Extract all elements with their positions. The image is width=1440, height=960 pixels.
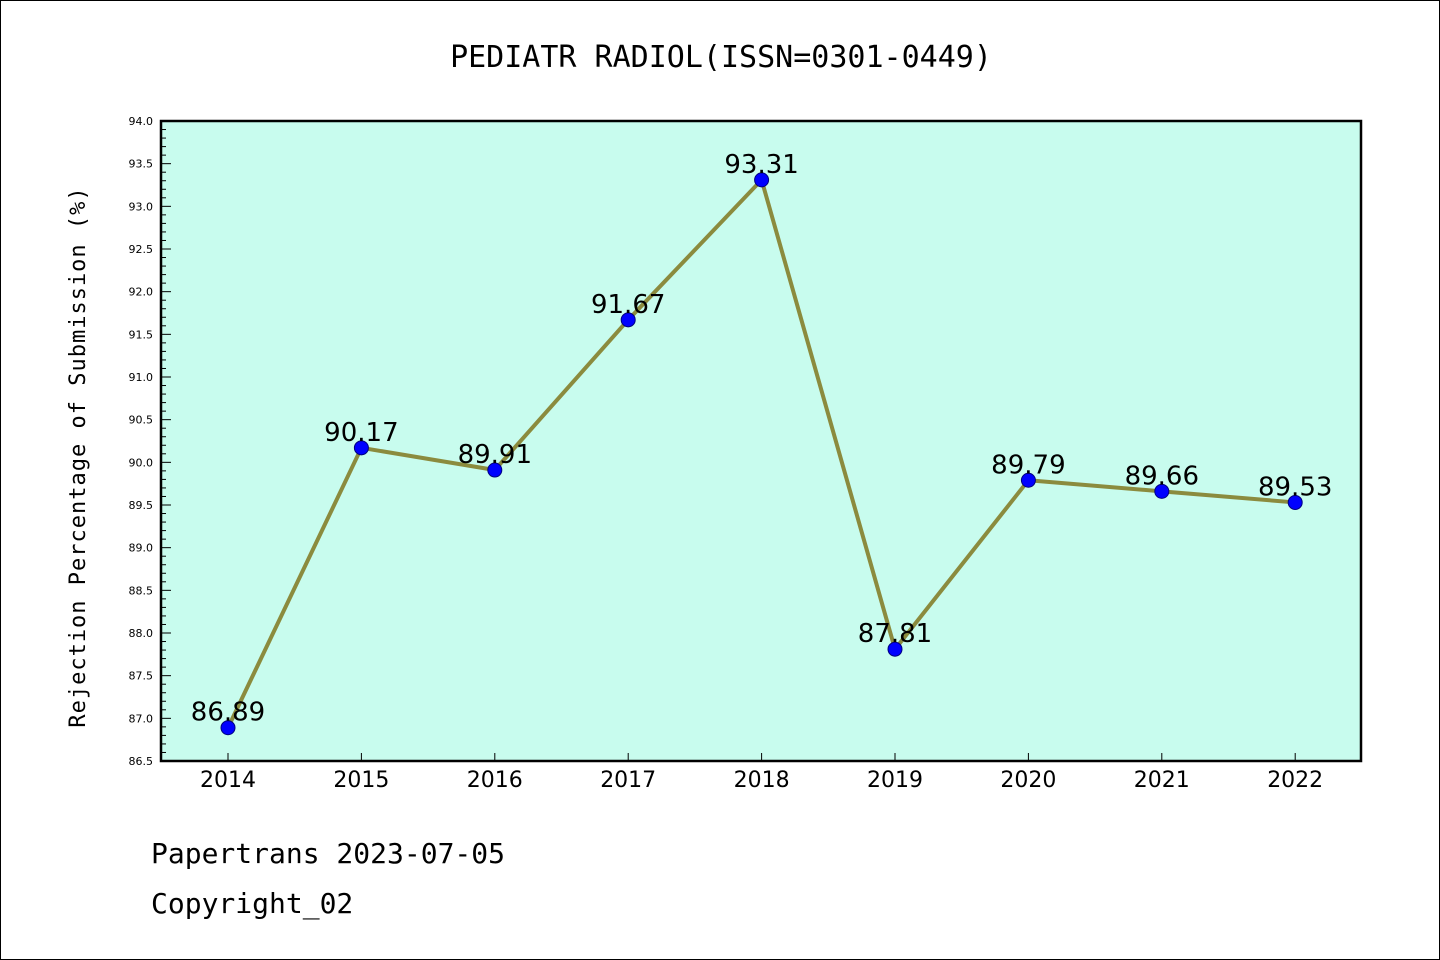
y-tick-label: 87.0	[129, 712, 154, 725]
x-tick-label: 2018	[734, 768, 790, 793]
y-tick-label: 94.0	[129, 115, 154, 128]
y-tick-label: 93.5	[129, 158, 154, 171]
data-point-marker	[487, 462, 503, 478]
x-tick-label: 2019	[867, 768, 923, 793]
y-tick-label: 92.5	[129, 243, 154, 256]
data-point-marker	[1287, 494, 1303, 510]
y-tick-label: 86.5	[129, 755, 154, 768]
chart-title: PEDIATR RADIOL(ISSN=0301-0449)	[450, 40, 992, 75]
x-tick-label: 2015	[333, 768, 389, 793]
data-point-marker	[1020, 472, 1036, 488]
x-tick-label: 2014	[200, 768, 256, 793]
data-markers	[220, 172, 1303, 736]
data-point-marker	[1154, 483, 1170, 499]
y-tick-label: 90.0	[129, 456, 154, 469]
data-point-marker	[353, 440, 369, 456]
x-tick-label: 2017	[600, 768, 656, 793]
y-tick-label: 92.0	[129, 286, 154, 299]
footer-copyright: Copyright_02	[151, 887, 354, 920]
data-labels: 86.89 90.17 89.91 91.67 93.31 87.81 89.79 89.66…	[191, 150, 1333, 728]
y-axis-ticks: 86.5 87.0 87.5 88.0 88.5 89.0 89.5 90.0 90.5 91.0…	[129, 115, 171, 768]
data-point-marker	[887, 641, 903, 657]
y-tick-label: 88.0	[129, 627, 154, 640]
y-tick-label: 89.0	[129, 542, 154, 555]
y-tick-label: 88.5	[129, 584, 154, 597]
data-label: 90.17	[324, 418, 398, 448]
footer-date: Papertrans 2023-07-05	[151, 837, 506, 870]
y-tick-label: 91.0	[129, 371, 154, 384]
y-tick-label: 91.5	[129, 328, 154, 341]
x-tick-label: 2016	[467, 768, 523, 793]
y-tick-label: 89.5	[129, 499, 154, 512]
data-label: 89.91	[458, 440, 532, 470]
data-label: 87.81	[858, 619, 932, 649]
y-tick-label: 90.5	[129, 414, 154, 427]
x-tick-label: 2020	[1000, 768, 1056, 793]
x-axis-ticks: 2014 2015 2016 2017 2018 2019 2020 2021 2022	[200, 753, 1323, 793]
y-axis-label: Rejection Percentage of Submission (%)	[66, 186, 91, 727]
data-point-marker	[620, 312, 636, 328]
data-label: 89.79	[991, 450, 1065, 480]
data-label: 86.89	[191, 698, 265, 728]
data-label: 91.67	[591, 290, 665, 320]
y-tick-label: 87.5	[129, 670, 154, 683]
data-point-marker	[754, 172, 770, 188]
data-point-marker	[220, 720, 236, 736]
y-tick-label: 93.0	[129, 200, 154, 213]
x-tick-label: 2022	[1267, 768, 1323, 793]
data-label: 93.31	[724, 150, 798, 180]
x-tick-label: 2021	[1134, 768, 1190, 793]
data-label: 89.66	[1125, 461, 1199, 491]
data-label: 89.53	[1258, 472, 1332, 502]
